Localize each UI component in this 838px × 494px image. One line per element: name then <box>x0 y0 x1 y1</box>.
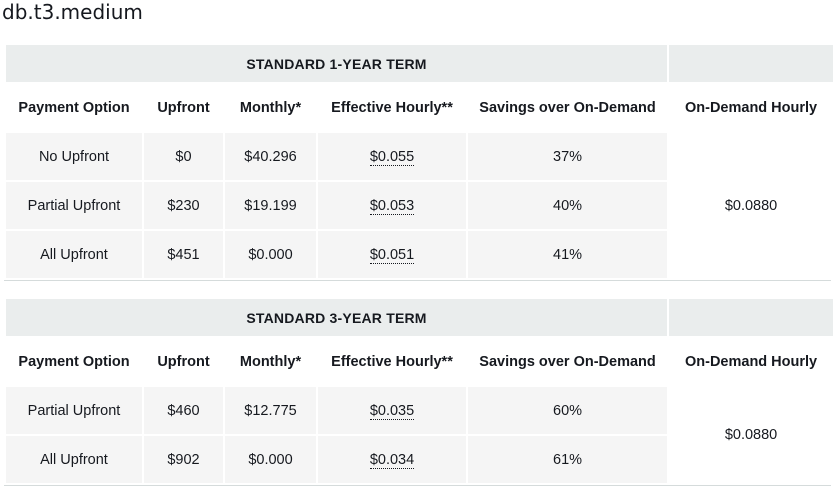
payment-option-cell: No Upfront <box>6 133 142 180</box>
header-on-demand-hourly: On-Demand Hourly <box>669 338 834 385</box>
pricing-table-1-year: STANDARD 1-YEAR TERM Payment Option Upfr… <box>4 43 835 280</box>
column-header-row: Payment Option Upfront Monthly* Effectiv… <box>6 338 834 385</box>
payment-option-cell: Partial Upfront <box>6 182 142 229</box>
effective-hourly-tooltip[interactable]: $0.053 <box>369 197 415 215</box>
header-monthly: Monthly* <box>225 338 316 385</box>
term-heading: STANDARD 3-YEAR TERM <box>6 299 668 336</box>
savings-cell: 41% <box>468 231 668 278</box>
table-divider <box>4 280 831 281</box>
savings-cell: 60% <box>468 387 668 434</box>
payment-option-cell: All Upfront <box>6 436 142 483</box>
upfront-cell: $0 <box>144 133 223 180</box>
page-title: db.t3.medium <box>2 0 143 24</box>
on-demand-hourly-cell: $0.0880 <box>669 133 834 278</box>
term-heading-row: STANDARD 1-YEAR TERM <box>6 45 834 82</box>
effective-hourly-tooltip[interactable]: $0.055 <box>369 148 415 166</box>
term-heading-spacer <box>669 299 834 336</box>
table-row: Partial Upfront $230 $19.199 $0.053 40% <box>6 182 833 229</box>
table-row: Partial Upfront $460 $12.775 $0.035 60% … <box>6 387 834 483</box>
upfront-cell: $460 <box>144 387 223 434</box>
header-upfront: Upfront <box>144 338 223 385</box>
header-upfront: Upfront <box>144 84 223 131</box>
header-payment-option: Payment Option <box>6 84 142 131</box>
header-effective-hourly: Effective Hourly** <box>318 338 466 385</box>
monthly-cell: $0.000 <box>225 436 316 483</box>
monthly-cell: $40.296 <box>225 133 316 180</box>
table-row: All Upfront $451 $0.000 $0.051 41% <box>6 231 833 278</box>
effective-hourly-cell: $0.034 <box>318 436 466 483</box>
effective-hourly-tooltip[interactable]: $0.051 <box>369 246 415 264</box>
header-savings: Savings over On-Demand <box>468 338 668 385</box>
header-monthly: Monthly* <box>225 84 316 131</box>
effective-hourly-tooltip[interactable]: $0.035 <box>369 402 415 420</box>
term-heading: STANDARD 1-YEAR TERM <box>6 45 668 82</box>
table-row: No Upfront $0 $40.296 $0.055 37% $0.0880 <box>6 133 834 278</box>
savings-cell: 61% <box>468 436 668 483</box>
payment-option-cell: Partial Upfront <box>6 387 142 434</box>
header-savings: Savings over On-Demand <box>468 84 668 131</box>
on-demand-hourly-cell: $0.0880 <box>669 387 834 483</box>
effective-hourly-tooltip[interactable]: $0.034 <box>369 451 415 469</box>
term-heading-row: STANDARD 3-YEAR TERM <box>6 299 834 336</box>
header-payment-option: Payment Option <box>6 338 142 385</box>
table-divider <box>4 485 831 486</box>
savings-cell: 37% <box>468 133 668 180</box>
upfront-cell: $230 <box>144 182 223 229</box>
pricing-table-3-year: STANDARD 3-YEAR TERM Payment Option Upfr… <box>4 297 835 485</box>
column-header-row: Payment Option Upfront Monthly* Effectiv… <box>6 84 834 131</box>
effective-hourly-cell: $0.053 <box>318 182 466 229</box>
term-heading-spacer <box>669 45 834 82</box>
effective-hourly-cell: $0.035 <box>318 387 466 434</box>
upfront-cell: $902 <box>144 436 223 483</box>
monthly-cell: $12.775 <box>225 387 316 434</box>
table-row: All Upfront $902 $0.000 $0.034 61% <box>6 436 833 483</box>
effective-hourly-cell: $0.051 <box>318 231 466 278</box>
upfront-cell: $451 <box>144 231 223 278</box>
savings-cell: 40% <box>468 182 668 229</box>
effective-hourly-cell: $0.055 <box>318 133 466 180</box>
monthly-cell: $19.199 <box>225 182 316 229</box>
header-on-demand-hourly: On-Demand Hourly <box>669 84 834 131</box>
header-effective-hourly: Effective Hourly** <box>318 84 466 131</box>
payment-option-cell: All Upfront <box>6 231 142 278</box>
monthly-cell: $0.000 <box>225 231 316 278</box>
